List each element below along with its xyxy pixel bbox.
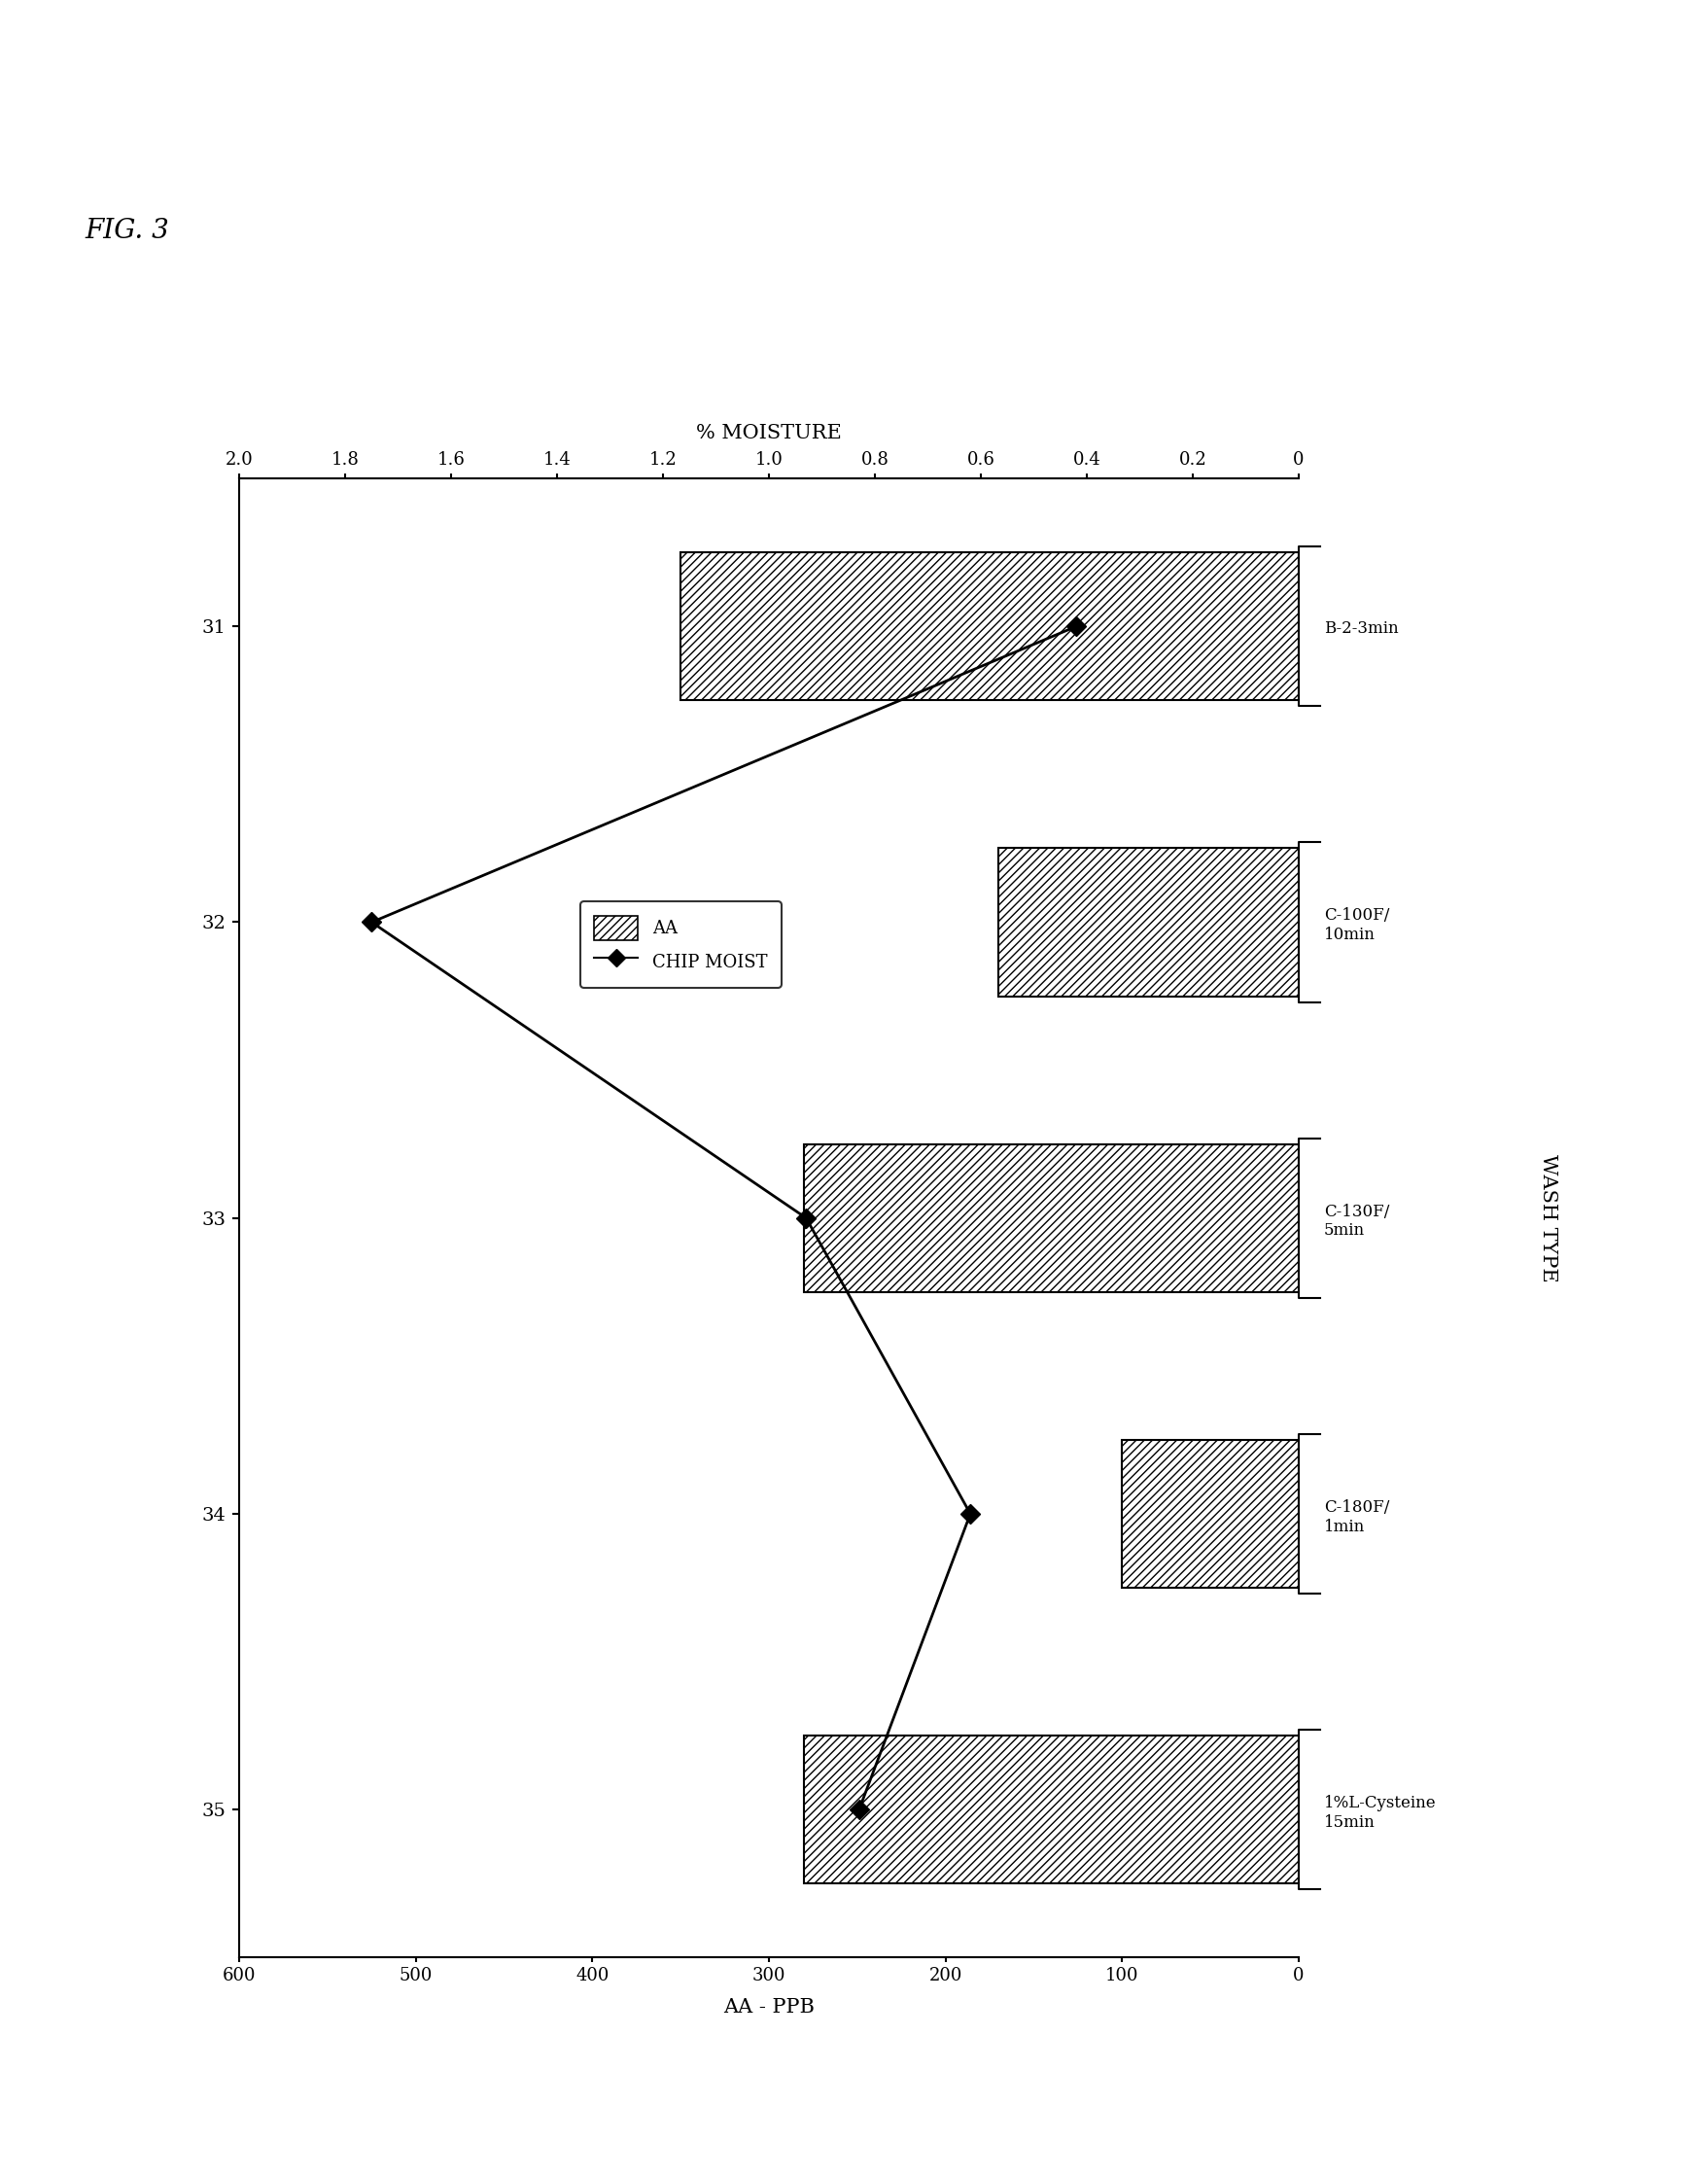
Legend: AA, CHIP MOIST: AA, CHIP MOIST [581,900,781,987]
X-axis label: % MOISTURE: % MOISTURE [695,424,842,442]
Y-axis label: WASH TYPE: WASH TYPE [1539,1155,1556,1281]
Bar [804,1736,1298,1884]
X-axis label: AA - PPB: AA - PPB [722,1999,815,2016]
Bar [680,552,1298,700]
Bar [997,848,1298,996]
Text: FIG. 3: FIG. 3 [85,218,169,244]
Bar [1122,1440,1298,1588]
Bar [804,1144,1298,1292]
